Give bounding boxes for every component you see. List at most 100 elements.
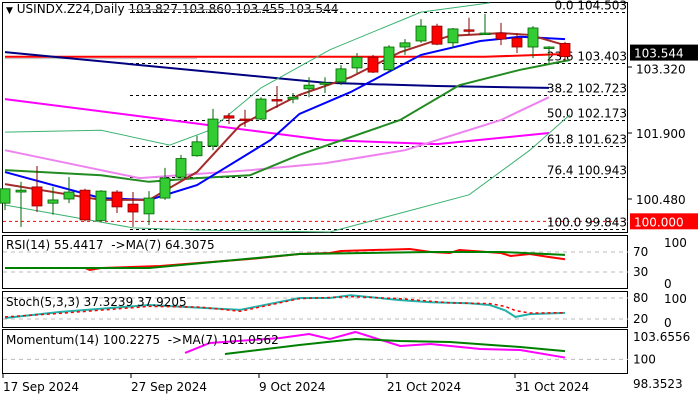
fib-level-label: 76.4 100.943 xyxy=(547,164,627,178)
current-price-box xyxy=(630,44,698,61)
candle-body xyxy=(319,82,331,85)
indicator-scale-label: 20 xyxy=(633,312,648,326)
alert-price-box xyxy=(630,213,698,230)
candle-body xyxy=(191,141,203,157)
candle xyxy=(447,27,459,48)
date-label: 17 Sep 2024 xyxy=(3,380,79,394)
candle xyxy=(351,53,363,74)
candle-body xyxy=(31,186,43,207)
momentum-label: Momentum(14) 100.2275 ->MA(7) 101.0562 xyxy=(6,333,279,347)
stoch-label: Stoch(5,3,3) 37.3239 37.9205 xyxy=(6,295,187,309)
candle-body xyxy=(239,118,251,121)
moving-average-line xyxy=(4,96,550,180)
candle-body xyxy=(543,46,555,49)
moving-average-line xyxy=(4,2,490,146)
fib-level-label: 38.2 102.723 xyxy=(547,82,627,96)
candle-body xyxy=(223,115,235,119)
candle-body xyxy=(111,191,123,208)
candle-body xyxy=(559,43,571,57)
candle xyxy=(479,14,491,35)
candle xyxy=(511,33,523,54)
indicator-line xyxy=(4,295,566,318)
indicator-scale-label: 30 xyxy=(633,265,648,279)
candle-body xyxy=(335,68,347,83)
fib-level-label: 50.0 102.173 xyxy=(547,107,627,121)
candle xyxy=(559,41,571,61)
indicator-line xyxy=(184,330,566,359)
candle xyxy=(399,39,411,55)
price-label: 100.480 xyxy=(636,193,686,207)
candle-body xyxy=(399,42,411,48)
indicator-line xyxy=(224,338,566,355)
panel-frame-0 xyxy=(2,2,628,233)
candle-body xyxy=(95,190,107,221)
candle-body xyxy=(447,28,459,44)
date-label: 27 Sep 2024 xyxy=(131,380,207,394)
candle-body xyxy=(15,189,27,193)
candle xyxy=(63,177,75,204)
moving-average-line xyxy=(5,52,566,58)
candle xyxy=(303,77,315,98)
fib-level-label: 100.0 99.843 xyxy=(547,216,627,230)
date-label: 21 Oct 2024 xyxy=(387,380,461,394)
panel-frame-3 xyxy=(2,329,628,374)
triangle-down-icon[interactable]: ▼ xyxy=(6,6,13,16)
candle xyxy=(255,97,267,120)
candle xyxy=(127,192,139,227)
candle xyxy=(111,190,123,213)
candle xyxy=(415,19,427,43)
candle-body xyxy=(175,158,187,178)
indicator-line xyxy=(5,251,566,269)
candle xyxy=(463,17,475,35)
candle-body xyxy=(303,84,315,90)
candle-body xyxy=(207,118,219,147)
moving-average-line xyxy=(4,59,570,183)
moving-average-line xyxy=(4,98,550,146)
indicator-scale-label: 0 xyxy=(664,316,672,330)
indicator-scale-label: 0 xyxy=(664,277,672,291)
indicator-scale-label: 70 xyxy=(633,245,648,259)
candle xyxy=(527,26,539,59)
candle-body xyxy=(79,189,91,221)
rsi-label: RSI(14) 55.4417 ->MA(7) 64.3075 xyxy=(6,238,215,252)
price-scale-bg xyxy=(628,0,700,400)
panel-frame-1 xyxy=(2,235,628,289)
candle-body xyxy=(127,203,139,213)
candle xyxy=(495,22,507,46)
candle xyxy=(367,54,379,74)
indicator-scale-label: 100 xyxy=(633,352,656,366)
indicator-scale-label: 100 xyxy=(664,236,687,250)
candle-body xyxy=(463,29,475,32)
moving-average-line xyxy=(4,51,550,89)
candle xyxy=(47,186,59,215)
candle-body xyxy=(383,46,395,71)
candle-body xyxy=(271,99,283,102)
moving-average-line xyxy=(4,114,571,233)
candle xyxy=(175,154,187,178)
candle xyxy=(31,166,43,213)
candle-body xyxy=(255,98,267,120)
candle xyxy=(79,188,91,222)
candle-body xyxy=(415,25,427,42)
candle-body xyxy=(351,56,363,69)
candle xyxy=(223,113,235,125)
indicator-scale-label: 98.3523 xyxy=(633,377,683,391)
candle xyxy=(335,65,347,86)
candle-body xyxy=(143,197,155,215)
candle-body xyxy=(527,27,539,48)
candle xyxy=(543,46,555,63)
candle xyxy=(239,109,251,127)
candle xyxy=(271,86,283,108)
candle xyxy=(191,135,203,157)
fib-level-label: 0.0 104.503 xyxy=(554,0,627,13)
indicator-scale-label: 103.6556 xyxy=(633,330,690,344)
candle xyxy=(287,93,299,104)
indicator-scale-label: 100 xyxy=(664,292,687,306)
candle xyxy=(159,167,171,200)
candle-body xyxy=(0,188,11,204)
candle xyxy=(431,23,443,46)
symbol-label: USINDX.Z24,Daily xyxy=(16,2,125,16)
current-price-label: 103.544 xyxy=(634,47,684,61)
fib-level-label: 61.8 101.623 xyxy=(547,133,627,147)
